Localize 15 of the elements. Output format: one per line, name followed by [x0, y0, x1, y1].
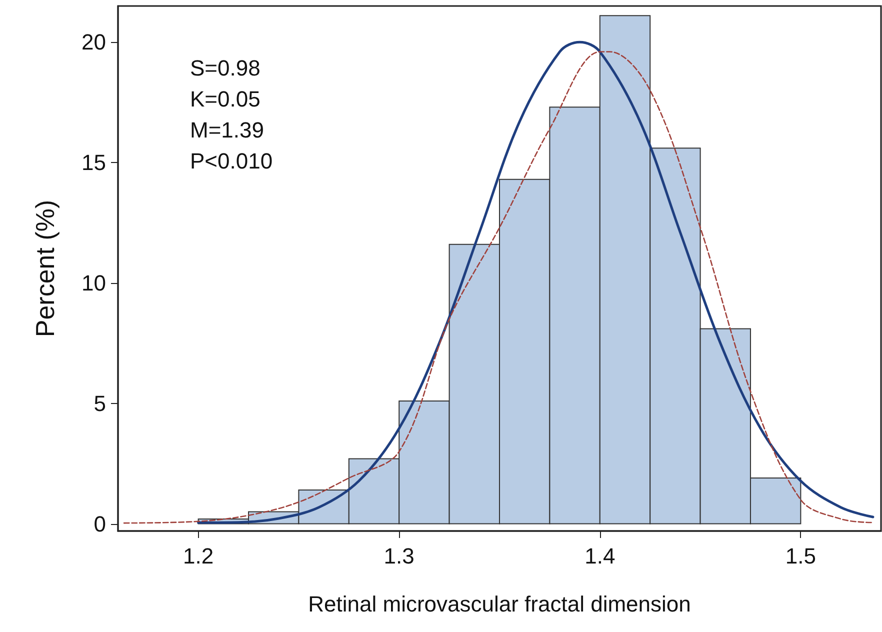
x-tick-label: 1.3 — [384, 544, 414, 568]
y-tick-label: 5 — [94, 390, 106, 416]
y-tick-label: 0 — [94, 511, 106, 536]
y-axis-title: Percent (%) — [30, 200, 60, 338]
annotation: S=0.98 — [190, 56, 260, 80]
annotation: K=0.05 — [190, 86, 260, 112]
annotation: M=1.39 — [190, 118, 264, 142]
y-tick-label: 20 — [82, 30, 106, 55]
x-tick-label: 1.2 — [183, 544, 214, 568]
y-tick-label: 15 — [82, 150, 106, 176]
annotation: P<0.010 — [190, 148, 273, 174]
y-tick-label: 10 — [82, 270, 106, 296]
x-axis-title: Retinal microvascular fractal dimension — [308, 592, 691, 616]
x-tick-label: 1.4 — [584, 544, 616, 568]
x-tick-label: 1.5 — [785, 544, 816, 568]
